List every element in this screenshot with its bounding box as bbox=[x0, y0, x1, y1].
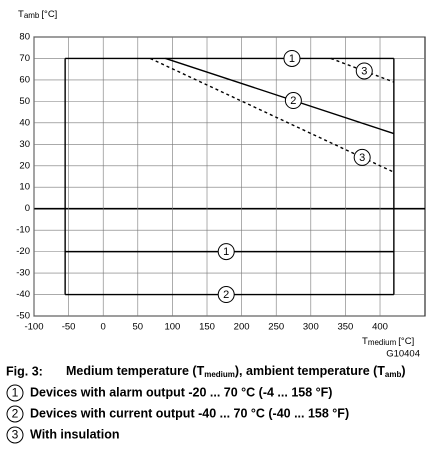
y-tick-label: 60 bbox=[19, 74, 30, 85]
legend-number: 1 bbox=[12, 386, 19, 400]
label-main: T bbox=[18, 9, 24, 20]
curve-marker bbox=[217, 243, 235, 261]
caption-sub: medium bbox=[204, 370, 235, 379]
curve-marker bbox=[353, 148, 371, 166]
x-tick-label: 300 bbox=[303, 322, 319, 333]
legend-marker bbox=[6, 426, 24, 444]
y-tick-label: 70 bbox=[19, 53, 30, 64]
y-tick-label: 40 bbox=[19, 117, 30, 128]
figure-code: G10404 bbox=[386, 349, 420, 360]
series-line bbox=[165, 57, 395, 135]
legend-marker bbox=[6, 405, 24, 423]
x-tick-label: 350 bbox=[337, 322, 353, 333]
y-tick-label: 10 bbox=[19, 182, 30, 193]
x-tick-label: 0 bbox=[101, 322, 106, 333]
y-axis-label: Tamb [°C] bbox=[18, 9, 57, 21]
x-tick-label: 150 bbox=[199, 322, 215, 333]
curve-marker bbox=[217, 286, 235, 304]
legend-number: 2 bbox=[12, 407, 19, 421]
series-line bbox=[149, 57, 395, 173]
label-sub: medium bbox=[368, 338, 397, 347]
curve-label: 3 bbox=[359, 152, 365, 164]
caption-part: ), ambient temperature (T bbox=[235, 364, 385, 378]
curve-label: 3 bbox=[361, 65, 367, 77]
y-tick-label: 80 bbox=[19, 32, 30, 43]
label-unit: [°C] bbox=[41, 9, 57, 20]
x-tick-label: 250 bbox=[268, 322, 284, 333]
y-tick-label: 30 bbox=[19, 139, 30, 150]
x-tick-label: -50 bbox=[62, 322, 76, 333]
caption-sub: amb bbox=[385, 370, 402, 379]
legend-text: With insulation bbox=[30, 427, 119, 441]
legend-text: Devices with current output -40 ... 70 °… bbox=[30, 406, 349, 420]
curve-marker bbox=[355, 62, 373, 80]
y-tick-label: -30 bbox=[16, 268, 30, 279]
legend-text: Devices with alarm output -20 ... 70 °C … bbox=[30, 385, 332, 399]
y-tick-label: 50 bbox=[19, 96, 30, 107]
y-tick-label: -10 bbox=[16, 225, 30, 236]
curve-marker bbox=[283, 49, 301, 67]
x-axis-label: Tmedium [°C] bbox=[362, 336, 414, 348]
curve-label: 2 bbox=[290, 95, 296, 107]
caption-part: ) bbox=[401, 364, 405, 378]
x-tick-label: 200 bbox=[234, 322, 250, 333]
curve-label: 2 bbox=[223, 289, 229, 301]
y-tick-label: -50 bbox=[16, 311, 30, 322]
x-tick-label: 50 bbox=[133, 322, 144, 333]
caption-number: Fig. 3: bbox=[6, 364, 43, 378]
y-tick-label: -40 bbox=[16, 289, 30, 300]
y-tick-label: 0 bbox=[25, 203, 30, 214]
label-main: T bbox=[362, 336, 368, 347]
y-tick-label: -20 bbox=[16, 246, 30, 257]
curve-marker bbox=[284, 92, 302, 110]
curve-label: 1 bbox=[289, 53, 295, 65]
curve-label: 1 bbox=[223, 246, 229, 258]
caption-part: Medium temperature (T bbox=[66, 364, 205, 378]
series-line bbox=[330, 57, 395, 83]
caption: Medium temperature (Tmedium), ambient te… bbox=[66, 364, 406, 379]
x-tick-label: 400 bbox=[372, 322, 388, 333]
label-sub: amb bbox=[24, 11, 40, 20]
legend-marker bbox=[6, 384, 24, 402]
label-unit: [°C] bbox=[398, 336, 414, 347]
legend-number: 3 bbox=[12, 428, 19, 442]
x-tick-label: 100 bbox=[164, 322, 180, 333]
x-tick-label: -100 bbox=[24, 322, 43, 333]
y-tick-label: 20 bbox=[19, 160, 30, 171]
